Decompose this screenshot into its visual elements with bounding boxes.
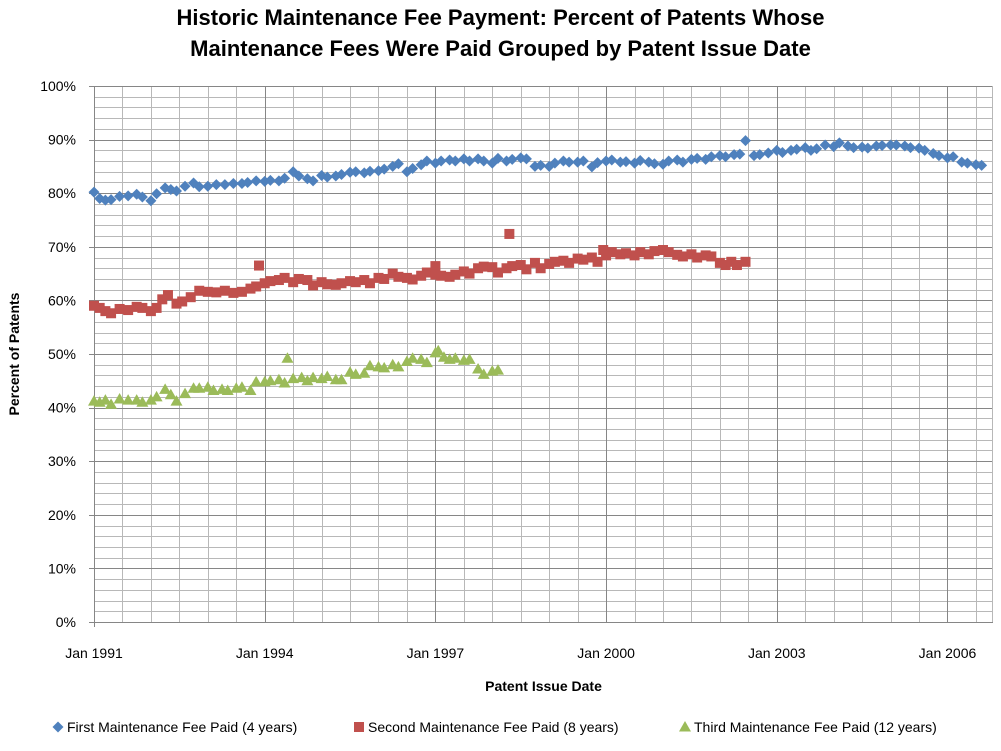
legend-marker-3 xyxy=(679,721,691,732)
series-2-point xyxy=(294,274,304,284)
series-2-point xyxy=(137,303,147,313)
series-1-point xyxy=(123,190,134,201)
series-2-point xyxy=(379,274,389,284)
y-tick-label: 30% xyxy=(48,453,76,469)
x-axis-title: Patent Issue Date xyxy=(485,678,602,694)
legend-marker-1 xyxy=(53,722,64,733)
series-2 xyxy=(89,229,750,318)
series-2-point xyxy=(211,287,221,297)
legend-label-3: Third Maintenance Fee Paid (12 years) xyxy=(694,719,937,735)
series-2-point xyxy=(450,270,460,280)
series-2-point xyxy=(422,268,432,278)
series-1 xyxy=(89,135,988,206)
series-2-point xyxy=(740,257,750,267)
x-tick-label: Jan 1997 xyxy=(407,645,465,661)
series-2-point xyxy=(203,287,213,297)
series-2-point xyxy=(393,272,403,282)
series-2-point xyxy=(621,248,631,258)
series-2-point xyxy=(692,253,702,263)
y-tick-label: 20% xyxy=(48,507,76,523)
series-1-point xyxy=(891,139,902,150)
series-2-point xyxy=(664,247,674,257)
series-2-point xyxy=(365,278,375,288)
series-1-point xyxy=(740,135,751,146)
y-tick-label: 100% xyxy=(40,78,76,94)
legend-label-2: Second Maintenance Fee Paid (8 years) xyxy=(368,719,619,735)
series-1-point xyxy=(219,179,230,190)
series-2-point xyxy=(521,264,531,274)
series-2-point xyxy=(251,281,261,291)
y-tick-labels: 0% 10% 20% 30% 40% 50% 60% 70% 80% 90% 100% xyxy=(40,78,94,630)
series-3-point xyxy=(179,388,191,399)
series-2-point xyxy=(598,245,608,255)
x-tick-label: Jan 2006 xyxy=(919,645,977,661)
series-2-point xyxy=(254,261,264,271)
series-2-point xyxy=(408,274,418,284)
series-2-point xyxy=(635,247,645,257)
series-1-point xyxy=(763,148,774,159)
y-axis-title: Percent of Patents xyxy=(6,292,22,415)
series-2-point xyxy=(194,286,204,296)
series-2-point xyxy=(186,292,196,302)
y-tick-label: 0% xyxy=(56,614,76,630)
series-2-point xyxy=(479,262,489,272)
y-tick-label: 10% xyxy=(48,560,76,576)
series-2-point xyxy=(322,279,332,289)
y-tick-label: 40% xyxy=(48,400,76,416)
x-tick-labels: Jan 1991 Jan 1994 Jan 1997 Jan 2000 Jan 2003… xyxy=(65,645,976,661)
series-2-point xyxy=(237,287,247,297)
series-2-point xyxy=(504,229,514,239)
series-2-point xyxy=(649,246,659,256)
series-2-point xyxy=(732,260,742,270)
series-2-point xyxy=(337,278,347,288)
series-2-point xyxy=(308,280,318,290)
series-2-point xyxy=(607,247,617,257)
series-2-point xyxy=(678,251,688,261)
series-2-point xyxy=(123,305,133,315)
x-tick-label: Jan 2000 xyxy=(577,645,635,661)
series-2-point xyxy=(106,308,116,318)
series-2-point xyxy=(593,257,603,267)
series-2-point xyxy=(465,269,475,279)
series-2-point xyxy=(493,268,503,278)
series-2-point xyxy=(578,255,588,265)
legend-marker-2 xyxy=(354,722,364,732)
y-tick-label: 60% xyxy=(48,292,76,308)
series-2-point xyxy=(115,304,125,314)
series-2-point xyxy=(706,251,716,261)
series-2-point xyxy=(152,303,162,313)
series-2-point xyxy=(351,277,361,287)
series-2-point xyxy=(550,257,560,267)
x-tick-label: Jan 2003 xyxy=(748,645,806,661)
series-layer xyxy=(88,135,987,409)
series-2-point xyxy=(265,276,275,286)
legend: First Maintenance Fee Paid (4 years) Seco… xyxy=(53,719,937,735)
y-tick-label: 70% xyxy=(48,239,76,255)
series-2-point xyxy=(163,290,173,300)
series-2-point xyxy=(507,261,517,271)
series-2-point xyxy=(536,263,546,273)
series-2-point xyxy=(430,261,440,271)
series-2-point xyxy=(564,258,574,268)
series-3-point xyxy=(281,352,293,363)
x-tick-label: Jan 1994 xyxy=(236,645,294,661)
y-tick-label: 80% xyxy=(48,185,76,201)
series-2-point xyxy=(228,288,238,298)
y-tick-label: 90% xyxy=(48,132,76,148)
series-2-point xyxy=(436,271,446,281)
y-tick-label: 50% xyxy=(48,346,76,362)
series-2-point xyxy=(280,273,290,283)
series-2-point xyxy=(177,296,187,306)
series-2-point xyxy=(220,286,230,296)
x-tick-label: Jan 1991 xyxy=(65,645,123,661)
legend-label-1: First Maintenance Fee Paid (4 years) xyxy=(67,719,297,735)
